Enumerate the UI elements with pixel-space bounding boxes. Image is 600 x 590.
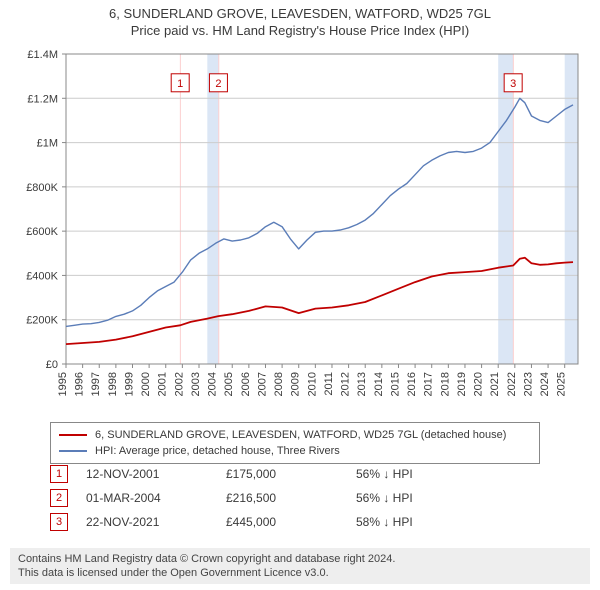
svg-text:1: 1 — [177, 78, 183, 90]
svg-text:2014: 2014 — [373, 372, 385, 396]
chart-titles: 6, SUNDERLAND GROVE, LEAVESDEN, WATFORD,… — [0, 0, 600, 38]
svg-text:£1M: £1M — [37, 138, 58, 150]
sale-price: £175,000 — [226, 467, 356, 481]
legend-label-paid: 6, SUNDERLAND GROVE, LEAVESDEN, WATFORD,… — [95, 427, 506, 443]
svg-text:2004: 2004 — [207, 372, 219, 396]
svg-text:2024: 2024 — [539, 372, 551, 396]
svg-text:£1.2M: £1.2M — [27, 93, 58, 105]
svg-text:2002: 2002 — [173, 372, 185, 396]
svg-text:2013: 2013 — [356, 372, 368, 396]
table-row: 1 12-NOV-2001 £175,000 56% ↓ HPI — [50, 462, 540, 486]
legend-swatch-paid — [59, 434, 87, 436]
svg-text:2008: 2008 — [273, 372, 285, 396]
marker-box-3: 3 — [50, 513, 68, 531]
svg-text:2025: 2025 — [556, 372, 568, 396]
sale-price: £216,500 — [226, 491, 356, 505]
svg-text:2015: 2015 — [389, 372, 401, 396]
sale-delta: 56% ↓ HPI — [356, 467, 496, 481]
title-subtitle: Price paid vs. HM Land Registry's House … — [0, 23, 600, 38]
svg-text:2001: 2001 — [157, 372, 169, 396]
svg-text:2011: 2011 — [323, 372, 335, 396]
sale-date: 22-NOV-2021 — [86, 515, 226, 529]
svg-text:2021: 2021 — [489, 372, 501, 396]
svg-text:2020: 2020 — [473, 372, 485, 396]
table-row: 3 22-NOV-2021 £445,000 58% ↓ HPI — [50, 510, 540, 534]
svg-text:1997: 1997 — [90, 372, 102, 396]
svg-text:2018: 2018 — [439, 372, 451, 396]
svg-text:1995: 1995 — [57, 372, 69, 396]
sale-delta: 58% ↓ HPI — [356, 515, 496, 529]
svg-text:£800K: £800K — [26, 182, 58, 194]
svg-text:2003: 2003 — [190, 372, 202, 396]
marker-box-2: 2 — [50, 489, 68, 507]
svg-text:£1.4M: £1.4M — [27, 49, 58, 61]
footer-line-1: Contains HM Land Registry data © Crown c… — [18, 552, 582, 566]
svg-text:2007: 2007 — [256, 372, 268, 396]
chart-area: £0 £200K £400K £600K £800K £1M £1.2M £1.4M 1995 1… — [10, 48, 590, 408]
legend-label-hpi: HPI: Average price, detached house, Thre… — [95, 443, 340, 459]
svg-text:1999: 1999 — [123, 372, 135, 396]
footer-line-2: This data is licensed under the Open Gov… — [18, 566, 582, 580]
svg-text:2022: 2022 — [506, 372, 518, 396]
svg-text:2010: 2010 — [306, 372, 318, 396]
sale-date: 12-NOV-2001 — [86, 467, 226, 481]
table-row: 2 01-MAR-2004 £216,500 56% ↓ HPI — [50, 486, 540, 510]
sales-table: 1 12-NOV-2001 £175,000 56% ↓ HPI 2 01-MA… — [50, 462, 540, 534]
svg-text:2006: 2006 — [240, 372, 252, 396]
legend-swatch-hpi — [59, 450, 87, 452]
legend: 6, SUNDERLAND GROVE, LEAVESDEN, WATFORD,… — [50, 422, 540, 464]
svg-text:£400K: £400K — [26, 270, 58, 282]
footer-attribution: Contains HM Land Registry data © Crown c… — [10, 548, 590, 584]
sale-delta: 56% ↓ HPI — [356, 491, 496, 505]
svg-text:2: 2 — [215, 78, 221, 90]
svg-text:1996: 1996 — [74, 372, 86, 396]
marker-box-1: 1 — [50, 465, 68, 483]
svg-text:2023: 2023 — [522, 372, 534, 396]
svg-text:1998: 1998 — [107, 372, 119, 396]
svg-text:£600K: £600K — [26, 226, 58, 238]
svg-text:2019: 2019 — [456, 372, 468, 396]
legend-item-paid: 6, SUNDERLAND GROVE, LEAVESDEN, WATFORD,… — [59, 427, 531, 443]
svg-text:£0: £0 — [46, 359, 58, 371]
svg-text:2017: 2017 — [423, 372, 435, 396]
legend-item-hpi: HPI: Average price, detached house, Thre… — [59, 443, 531, 459]
svg-text:2009: 2009 — [290, 372, 302, 396]
sale-date: 01-MAR-2004 — [86, 491, 226, 505]
title-address: 6, SUNDERLAND GROVE, LEAVESDEN, WATFORD,… — [0, 6, 600, 21]
svg-text:2005: 2005 — [223, 372, 235, 396]
svg-text:£200K: £200K — [26, 315, 58, 327]
svg-text:2012: 2012 — [340, 372, 352, 396]
svg-text:2016: 2016 — [406, 372, 418, 396]
svg-text:2000: 2000 — [140, 372, 152, 396]
sale-price: £445,000 — [226, 515, 356, 529]
svg-text:3: 3 — [510, 78, 516, 90]
